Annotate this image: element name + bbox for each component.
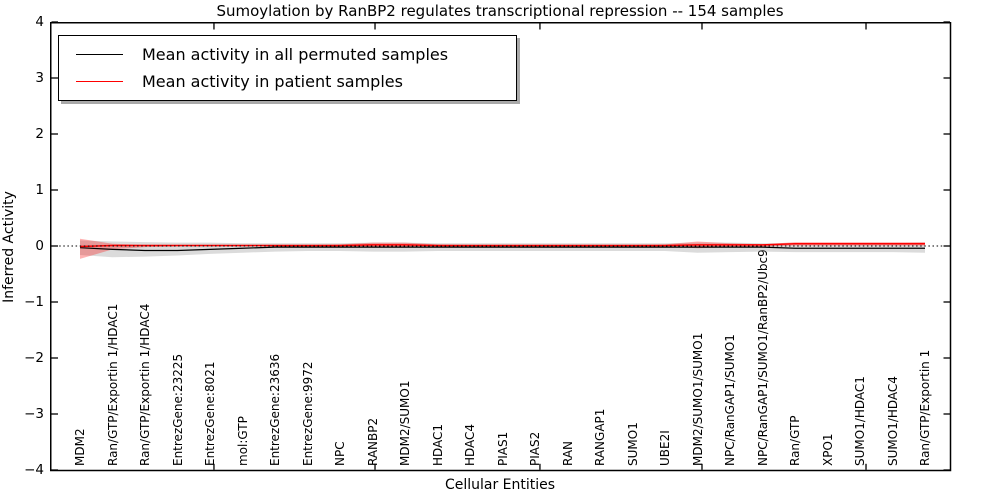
x-tick-label: RANGAP1 bbox=[593, 408, 607, 466]
x-tick-label: HDAC1 bbox=[430, 423, 445, 466]
y-tick-label: −3 bbox=[24, 406, 44, 422]
x-tick-label: NPC/RanGAP1/SUMO1/RanBP2/Ubc9 bbox=[755, 249, 770, 466]
y-tick-label: −2 bbox=[24, 350, 44, 366]
x-tick-label: SUMO1/HDAC1 bbox=[853, 376, 867, 466]
x-axis-label: Cellular Entities bbox=[444, 477, 556, 493]
y-tick-label: 2 bbox=[35, 126, 44, 142]
y-tick-label: 3 bbox=[35, 70, 44, 86]
x-tick-label: Ran/GTP/Exportin 1 bbox=[918, 349, 932, 466]
y-tick-label: 0 bbox=[35, 238, 44, 254]
x-tick-label: NPC/RanGAP1/SUMO1 bbox=[723, 334, 737, 466]
x-tick-label: Ran/GTP/Exportin 1/HDAC4 bbox=[138, 303, 152, 466]
x-tick-label: PIAS1 bbox=[495, 431, 510, 466]
x-tick-label: SUMO1/HDAC4 bbox=[885, 376, 900, 466]
x-tick-label: RANBP2 bbox=[365, 417, 380, 466]
x-tick-label: Ran/GTP bbox=[788, 415, 802, 466]
y-tick-label: 4 bbox=[35, 14, 44, 30]
x-tick-label: SUMO1 bbox=[625, 422, 640, 466]
legend-entry-label: Mean activity in patient samples bbox=[142, 72, 403, 91]
x-tick-label: NPC bbox=[333, 441, 347, 466]
legend: Mean activity in all permuted samples Mea… bbox=[58, 35, 517, 101]
x-tick-label: EntrezGene:23225 bbox=[170, 353, 185, 466]
legend-entry-label: Mean activity in all permuted samples bbox=[142, 45, 449, 64]
x-tick-label: MDM2 bbox=[73, 428, 87, 466]
x-tick-label: XPO1 bbox=[820, 433, 835, 466]
x-tick-label: Ran/GTP/Exportin 1/HDAC1 bbox=[105, 303, 120, 466]
y-tick-label: −1 bbox=[24, 294, 44, 310]
chart-title: Sumoylation by RanBP2 regulates transcri… bbox=[216, 2, 784, 20]
x-tick-label: RAN bbox=[560, 440, 575, 466]
x-tick-label: MDM2/SUMO1/SUMO1 bbox=[690, 332, 705, 466]
patient-mean-line bbox=[79, 243, 925, 248]
permuted-mean-line bbox=[79, 246, 925, 252]
x-tick-label: MDM2/SUMO1 bbox=[398, 380, 412, 466]
legend-entry: Mean activity in all permuted samples bbox=[59, 41, 516, 68]
x-tick-label: EntrezGene:23636 bbox=[268, 353, 282, 466]
y-tick-label: −4 bbox=[24, 462, 44, 478]
legend-line-sample bbox=[76, 81, 123, 82]
x-tick-label: EntrezGene:8021 bbox=[203, 361, 217, 467]
x-tick-label: mol:GTP bbox=[235, 416, 250, 466]
x-tick-label: UBE2I bbox=[658, 430, 672, 466]
patient-band bbox=[80, 238, 925, 259]
permuted-band bbox=[80, 240, 925, 258]
y-tick-label: 1 bbox=[35, 182, 44, 198]
legend-line-sample bbox=[76, 54, 123, 55]
x-tick-label: EntrezGene:9972 bbox=[300, 361, 315, 467]
legend-entry: Mean activity in patient samples bbox=[59, 68, 516, 95]
x-tick-label: HDAC4 bbox=[463, 423, 477, 466]
x-tick-label: PIAS2 bbox=[528, 431, 542, 466]
